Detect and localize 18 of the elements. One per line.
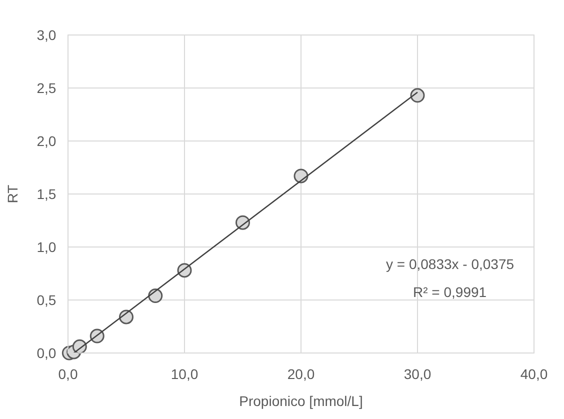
y-tick-label: 1,0 [36, 238, 56, 255]
y-axis-title: RT [4, 184, 20, 204]
annotation: y = 0,0833x - 0,0375 [386, 256, 514, 272]
y-tick-label: 1,5 [36, 186, 56, 202]
x-tick-label: 40,0 [520, 366, 548, 382]
x-tick-label: 10,0 [170, 366, 198, 382]
x-tick-label: 30,0 [404, 366, 432, 382]
point [410, 88, 425, 103]
x-tick-label: 20,0 [287, 366, 315, 382]
point [148, 288, 163, 304]
y-tick-label: 0,5 [36, 292, 56, 308]
y-tick-label: 0,0 [36, 344, 56, 361]
annotation: R² = 0,9991 [413, 284, 487, 300]
y-tick-label: 2,5 [36, 80, 56, 96]
x-axis-title: Propionico [mmol/L] [239, 393, 363, 410]
y-tick-label: 3,0 [36, 26, 56, 43]
y-tick-label: 2,0 [36, 132, 56, 149]
x-tick-label: 0,0 [58, 366, 78, 382]
